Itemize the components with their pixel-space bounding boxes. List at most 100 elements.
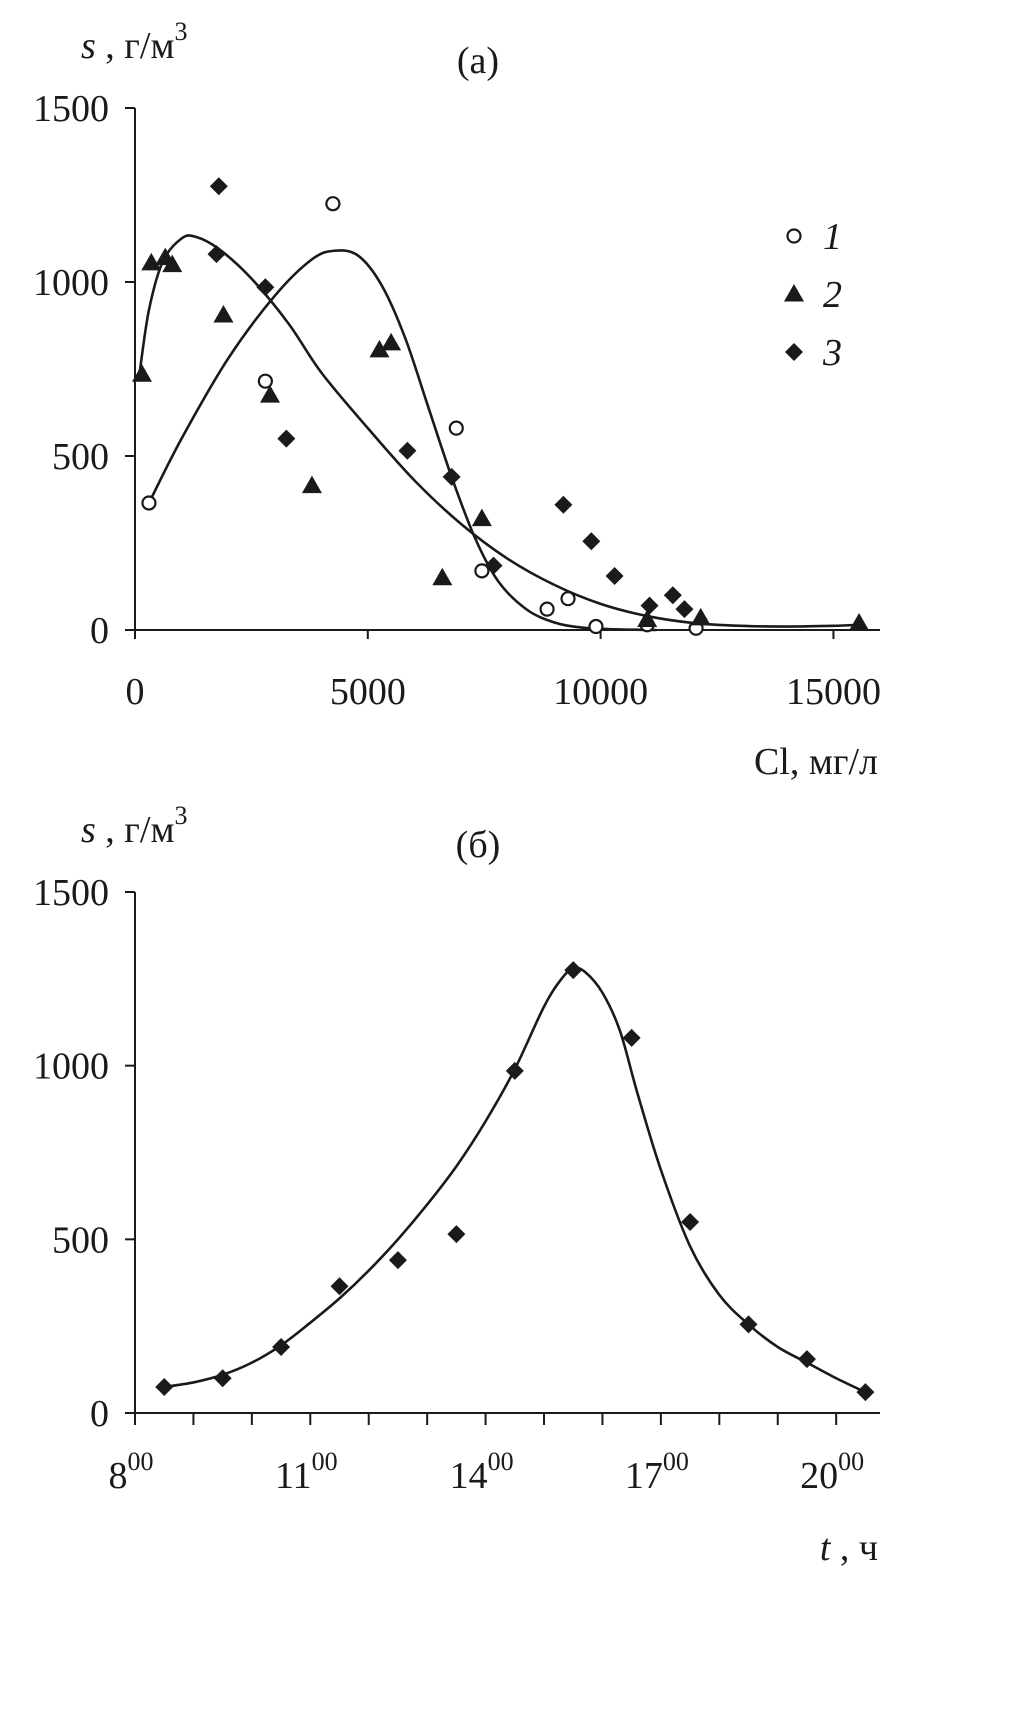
x-tick-hour: 20: [800, 1455, 838, 1497]
x-tick-hour: 11: [275, 1455, 312, 1497]
chart-title: (а): [457, 40, 499, 82]
data-point-series-3: [554, 495, 573, 514]
y-axis-sep: ,: [96, 809, 125, 851]
data-point-series-1: [588, 618, 604, 635]
data-point-series-2: [381, 332, 402, 351]
x-tick-label: 0: [126, 671, 145, 713]
data-point: [797, 1350, 816, 1369]
y-axis-unit: г/м: [124, 25, 174, 67]
data-point-series-2: [690, 607, 711, 626]
y-axis-var: s: [81, 809, 96, 851]
x-axis-sep: ,: [790, 741, 809, 783]
legend-marker-series-2: [784, 284, 804, 302]
x-tick-minutes: 00: [838, 1447, 864, 1476]
y-tick-label: 500: [52, 436, 109, 478]
fit-curve-series-2: [138, 234, 860, 628]
data-point-series-2: [260, 385, 281, 403]
y-axis-unit-sup: 3: [175, 801, 188, 830]
data-point-series-1: [257, 373, 273, 389]
legend-label-series-2: 2: [823, 274, 842, 316]
x-tick-label: 10000: [553, 671, 648, 713]
x-tick-label: 2000: [800, 1447, 864, 1497]
data-point-series-2: [131, 364, 152, 382]
data-point-series-1: [539, 601, 555, 617]
data-point-series-1: [560, 591, 576, 607]
y-tick-label: 1000: [33, 262, 109, 304]
x-tick-label: 15000: [786, 671, 881, 713]
x-axis-var: t: [820, 1527, 832, 1569]
x-tick-label: 1700: [625, 1447, 689, 1497]
data-point-series-3: [398, 441, 417, 460]
x-tick-hour: 8: [109, 1455, 128, 1497]
data-point-series-1: [448, 420, 464, 436]
data-point-series-3: [640, 596, 659, 615]
x-tick-hour: 17: [625, 1455, 663, 1497]
y-tick-label: 0: [90, 610, 109, 652]
data-point: [622, 1028, 641, 1047]
data-point: [739, 1315, 758, 1334]
x-tick-label: 1400: [450, 1447, 514, 1497]
data-point-series-3: [209, 177, 228, 196]
data-point-series-2: [849, 613, 870, 631]
fit-curve-series-1: [147, 249, 657, 632]
data-point-series-3: [675, 600, 694, 619]
data-point: [388, 1251, 407, 1270]
data-point-series-3: [277, 429, 296, 448]
data-point-series-1: [141, 495, 157, 511]
data-point-series-3: [207, 245, 226, 264]
data-point-series-2: [213, 305, 234, 323]
data-point: [272, 1338, 291, 1357]
fit-curve: [164, 966, 866, 1394]
data-point: [447, 1225, 466, 1244]
data-point-series-2: [162, 254, 183, 273]
y-tick-label: 1000: [33, 1046, 109, 1088]
x-tick-label: 800: [109, 1447, 154, 1497]
x-axis-label: t , ч: [820, 1527, 878, 1569]
data-point-series-2: [471, 508, 492, 527]
data-point-series-1: [325, 196, 341, 212]
y-axis-var: s: [81, 25, 96, 67]
legend-marker-series-3: [785, 343, 803, 361]
x-axis-var: Cl: [754, 741, 790, 783]
x-axis-unit: ч: [859, 1527, 878, 1569]
y-tick-label: 0: [90, 1393, 109, 1435]
data-point-series-2: [369, 339, 390, 358]
data-point-series-3: [256, 278, 275, 297]
x-tick-label: 5000: [330, 671, 406, 713]
data-point: [681, 1212, 700, 1231]
legend-label-series-3: 3: [822, 332, 842, 374]
x-tick-minutes: 00: [128, 1447, 154, 1476]
x-tick-minutes: 00: [312, 1447, 338, 1476]
chart-title: (б): [456, 824, 501, 866]
y-tick-label: 500: [52, 1219, 109, 1261]
legend-marker-series-1: [786, 228, 802, 244]
data-point-series-2: [301, 475, 322, 494]
data-point: [330, 1277, 349, 1296]
y-axis-unit-sup: 3: [175, 17, 188, 46]
data-point-series-3: [484, 556, 503, 575]
x-axis-sep: ,: [830, 1527, 859, 1569]
x-tick-hour: 14: [450, 1455, 488, 1497]
data-point-series-2: [637, 609, 658, 628]
y-tick-label: 1500: [33, 872, 109, 914]
data-point: [155, 1377, 174, 1396]
data-point: [564, 961, 583, 980]
data-point-series-2: [141, 252, 162, 271]
data-point: [856, 1383, 875, 1402]
data-point: [505, 1061, 524, 1080]
data-point-series-2: [432, 567, 453, 586]
x-axis-label: Cl, мг/л: [754, 741, 878, 783]
y-tick-label: 1500: [33, 88, 109, 130]
data-point-series-3: [442, 467, 461, 486]
x-tick-label: 1100: [275, 1447, 338, 1497]
data-point-series-3: [605, 567, 624, 586]
legend-label-series-1: 1: [823, 216, 842, 258]
data-point: [213, 1369, 232, 1388]
y-axis-label: s , г/м3: [81, 17, 188, 67]
x-tick-minutes: 00: [488, 1447, 514, 1476]
y-axis-sep: ,: [96, 25, 125, 67]
data-point-series-3: [663, 586, 682, 605]
